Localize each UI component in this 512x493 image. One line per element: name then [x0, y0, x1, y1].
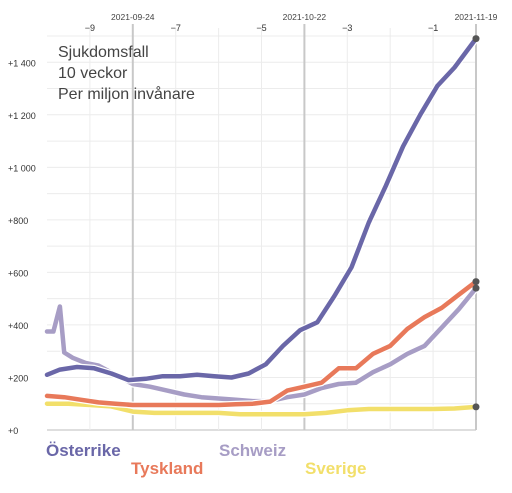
end-point	[472, 35, 480, 43]
x-tick-label: −3	[342, 23, 352, 33]
legend-osterrike: Österrike	[46, 441, 121, 460]
legend-schweiz: Schweiz	[219, 441, 286, 460]
series-line-österrike	[44, 36, 479, 383]
series-lines	[43, 35, 480, 418]
title-line-2: 10 veckor	[58, 65, 128, 82]
end-point	[472, 403, 480, 411]
x-tick-label: −5	[256, 23, 266, 33]
title-line-1: Sjukdomsfall	[58, 44, 149, 61]
y-tick-label: +400	[8, 321, 28, 331]
series-line-sverige	[44, 401, 479, 417]
chart-title: Sjukdomsfall 10 veckor Per miljon invåna…	[58, 44, 195, 103]
x-tick-label: −7	[171, 23, 181, 33]
end-points	[472, 35, 480, 411]
end-point	[472, 284, 480, 292]
legend-tyskland: Tyskland	[131, 459, 203, 478]
date-marker-label: 2021-09-24	[111, 12, 155, 22]
y-tick-label: +800	[8, 216, 28, 226]
date-markers: 2021-09-24 2021-10-22 2021-11-19	[111, 12, 498, 430]
y-tick-label: +1 400	[8, 58, 36, 68]
legend-sverige: Sverige	[305, 459, 366, 478]
legend: Österrike Tyskland Schweiz Sverige	[46, 441, 366, 478]
y-tick-label: +600	[8, 268, 28, 278]
title-line-3: Per miljon invånare	[58, 85, 195, 103]
axes: −9 −7 −5 −3 −1 +0 +200 +400 +600 +800 +1 000 +1 200…	[8, 23, 438, 436]
series-line-schweiz	[44, 285, 479, 404]
date-marker-label: 2021-11-19	[455, 12, 498, 22]
y-tick-label: +0	[8, 426, 18, 436]
y-tick-label: +200	[8, 373, 28, 383]
x-tick-label: −9	[85, 23, 95, 33]
end-point	[472, 278, 480, 286]
x-tick-label: −1	[428, 23, 438, 33]
date-marker-label: 2021-10-22	[283, 12, 327, 22]
y-tick-label: +1 200	[8, 111, 36, 121]
y-tick-label: +1 000	[8, 163, 36, 173]
series-line-tyskland	[44, 279, 479, 408]
